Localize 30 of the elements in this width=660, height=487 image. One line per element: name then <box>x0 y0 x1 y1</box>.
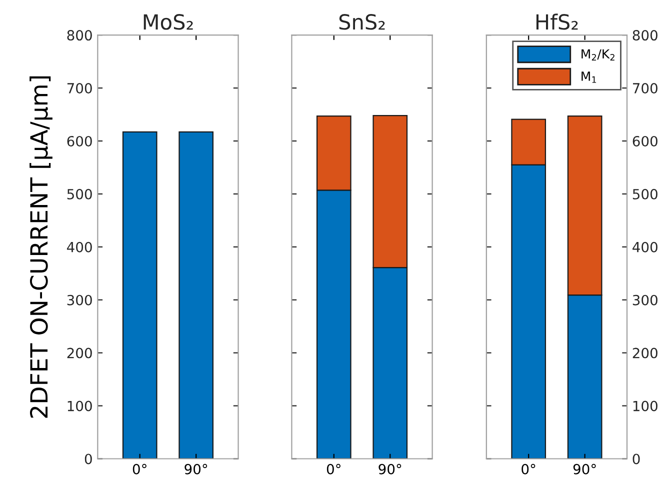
y2-tick-label: 600 <box>632 136 658 146</box>
y2-tick-label: 800 <box>632 30 658 41</box>
y-tick-label: 800 <box>67 30 92 41</box>
chart-title: MoS₂ <box>144 14 193 30</box>
x-tick-label: 90° <box>378 464 402 474</box>
legend-label: M$_{2}$/K$_{2}$ <box>582 49 614 60</box>
y2-tick-label: 200 <box>632 348 658 358</box>
y-tick-label: 700 <box>67 82 92 94</box>
y-tick-label: 500 <box>67 188 92 200</box>
y2-tick-label: 0 <box>632 454 640 464</box>
chart-title: HfS₂ <box>536 14 578 30</box>
x-tick-label: 0° <box>132 464 146 474</box>
x-tick-label: 90° <box>184 464 208 474</box>
x-tick-label: 0° <box>522 464 536 474</box>
chart-title: SnS₂ <box>339 14 385 30</box>
y-tick-label: 400 <box>66 242 92 252</box>
y-tick-label: 600 <box>67 136 92 146</box>
y-tick-label: 100 <box>68 400 92 412</box>
y2-tick-label: 300 <box>632 294 658 306</box>
y2-tick-label: 700 <box>633 82 658 94</box>
y-axis-title: 2DFET ON-CURRENT [μA/μm] <box>30 76 52 418</box>
y2-tick-label: 500 <box>632 188 658 200</box>
y-tick-label: 300 <box>67 294 92 306</box>
y2-tick-label: 400 <box>632 242 658 252</box>
legend-label: M$_{1}$ <box>582 72 596 83</box>
y2-tick-label: 100 <box>633 400 658 412</box>
y-tick-label: 200 <box>67 348 92 358</box>
y-tick-label: 0 <box>84 454 92 464</box>
x-tick-label: 0° <box>326 464 340 474</box>
x-tick-label: 90° <box>573 464 596 474</box>
